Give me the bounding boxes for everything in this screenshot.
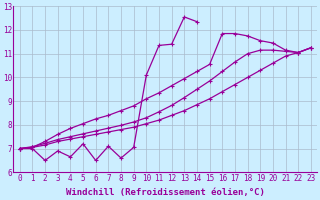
X-axis label: Windchill (Refroidissement éolien,°C): Windchill (Refroidissement éolien,°C) bbox=[66, 188, 265, 197]
